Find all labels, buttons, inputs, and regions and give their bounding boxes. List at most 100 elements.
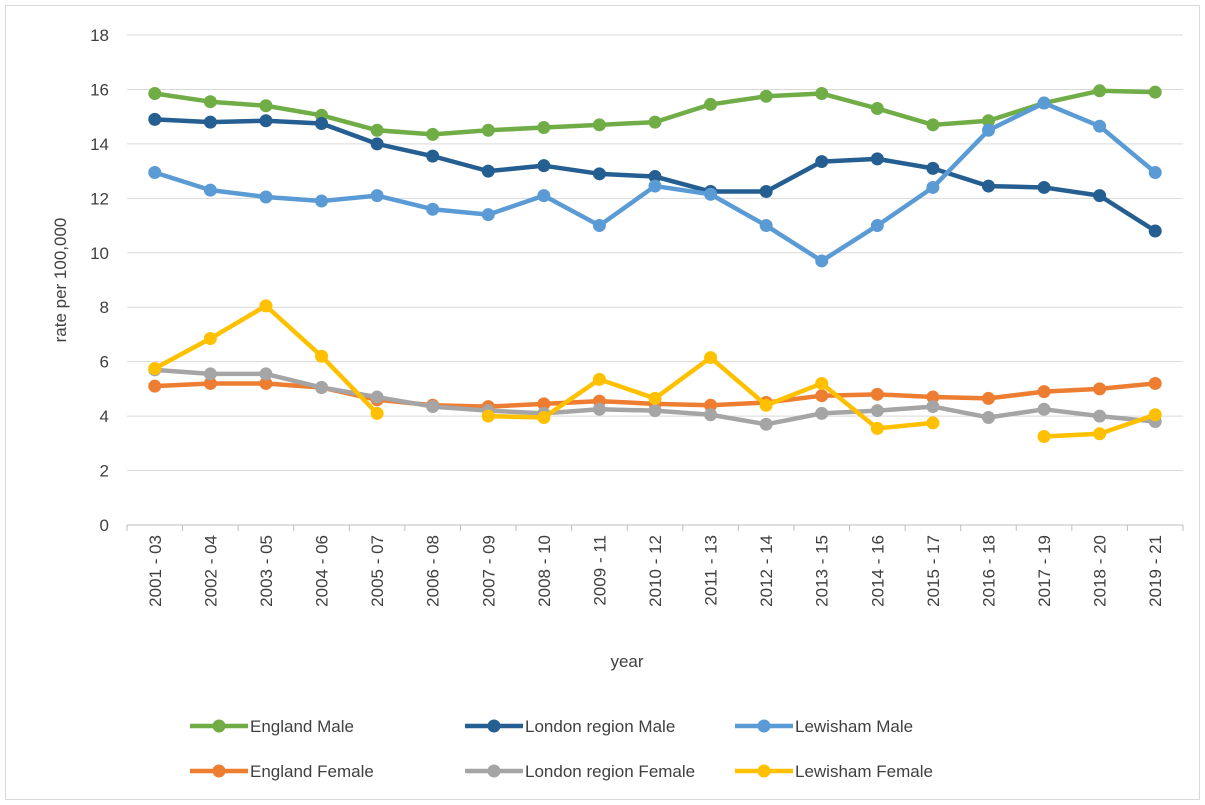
data-point: [1093, 427, 1107, 441]
data-point: [1037, 402, 1051, 416]
data-point: [926, 118, 940, 132]
x-tick-label: 2008 - 10: [535, 535, 554, 607]
data-point: [1037, 180, 1051, 194]
data-point: [926, 400, 940, 414]
data-point: [315, 116, 329, 130]
data-point: [759, 219, 773, 233]
data-point: [592, 167, 606, 181]
data-point: [648, 179, 662, 193]
data-point: [815, 87, 829, 101]
data-point: [981, 410, 995, 424]
data-point: [926, 161, 940, 175]
data-point: [704, 351, 718, 365]
data-point: [704, 187, 718, 201]
y-tick-label: 6: [100, 353, 109, 372]
data-point: [1093, 189, 1107, 203]
data-point: [815, 376, 829, 390]
data-point: [148, 379, 162, 393]
data-point: [481, 409, 495, 423]
data-point: [1037, 430, 1051, 444]
x-tick-label: 2016 - 18: [979, 535, 998, 607]
data-point: [870, 219, 884, 233]
data-point: [870, 404, 884, 418]
data-point: [370, 189, 384, 203]
y-tick-label: 18: [90, 26, 109, 45]
legend-marker: [487, 719, 501, 733]
data-point: [370, 137, 384, 151]
data-point: [981, 114, 995, 128]
data-point: [704, 408, 718, 422]
data-point: [1093, 409, 1107, 423]
legend-label: Lewisham Male: [795, 717, 913, 736]
data-point: [759, 185, 773, 199]
data-point: [759, 417, 773, 431]
data-point: [203, 376, 217, 390]
legend-label: England Male: [250, 717, 354, 736]
data-point: [870, 152, 884, 166]
data-point: [259, 190, 273, 204]
x-tick-label: 2004 - 06: [313, 535, 332, 607]
y-tick-label: 0: [100, 516, 109, 535]
data-point: [203, 183, 217, 197]
x-tick-label: 2001 - 03: [146, 535, 165, 607]
data-point: [481, 123, 495, 137]
data-point: [259, 99, 273, 113]
legend-label: London region Male: [525, 717, 675, 736]
x-tick-label: 2011 - 13: [702, 535, 721, 606]
data-point: [926, 416, 940, 430]
data-point: [148, 87, 162, 101]
data-point: [870, 102, 884, 115]
x-tick-label: 2010 - 12: [646, 535, 665, 607]
x-tick-label: 2014 - 16: [868, 535, 887, 607]
y-axis-label: rate per 100,000: [51, 218, 70, 343]
y-tick-label: 14: [90, 135, 109, 154]
x-tick-label: 2007 - 09: [479, 535, 498, 607]
data-point: [537, 121, 551, 135]
data-point: [1148, 376, 1162, 390]
data-point: [1037, 385, 1051, 399]
data-point: [148, 361, 162, 375]
legend-marker: [212, 764, 226, 778]
data-point: [592, 118, 606, 132]
x-tick-label: 2015 - 17: [924, 535, 943, 607]
data-point: [203, 115, 217, 129]
legend-label: Lewisham Female: [795, 762, 933, 781]
legend-marker: [757, 764, 771, 778]
data-point: [592, 219, 606, 233]
data-point: [537, 410, 551, 424]
y-tick-label: 8: [100, 298, 109, 317]
y-tick-label: 12: [90, 189, 109, 208]
data-point: [648, 170, 662, 184]
data-point: [537, 159, 551, 173]
data-point: [592, 372, 606, 386]
data-point: [259, 299, 273, 313]
data-point: [315, 381, 329, 395]
data-point: [1148, 165, 1162, 179]
data-point: [1148, 224, 1162, 238]
data-point: [426, 400, 440, 414]
x-tick-label: 2006 - 08: [424, 535, 443, 607]
data-point: [148, 112, 162, 126]
x-tick-label: 2003 - 05: [257, 535, 276, 607]
data-point: [481, 208, 495, 222]
x-tick-label: 2019 - 21: [1146, 535, 1165, 607]
data-point: [815, 254, 829, 268]
data-point: [815, 155, 829, 169]
data-point: [537, 397, 551, 411]
x-tick-label: 2013 - 15: [813, 535, 832, 607]
legend-marker: [757, 719, 771, 733]
data-point: [315, 349, 329, 363]
data-point: [648, 391, 662, 405]
data-point: [203, 367, 217, 381]
data-point: [370, 123, 384, 137]
data-point: [759, 89, 773, 103]
data-point: [259, 376, 273, 390]
data-point: [259, 114, 273, 128]
data-point: [1148, 408, 1162, 422]
y-tick-label: 4: [100, 407, 109, 426]
data-point: [259, 367, 273, 381]
data-point: [426, 149, 440, 163]
x-tick-label: 2005 - 07: [368, 535, 387, 607]
data-point: [1093, 382, 1107, 396]
